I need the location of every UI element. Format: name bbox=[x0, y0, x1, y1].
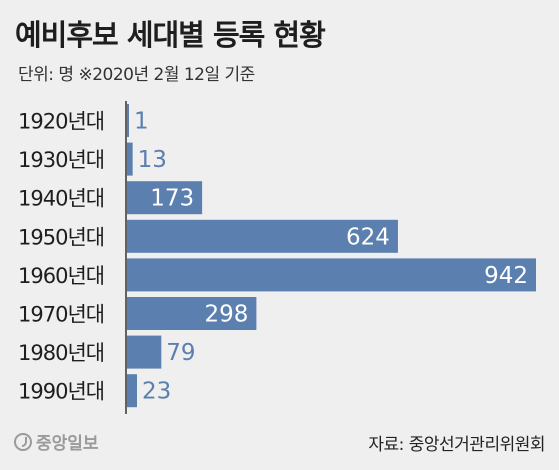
category-label: 1960년대 bbox=[18, 264, 104, 288]
chart-title: 예비후보 세대별 등록 현황 bbox=[15, 18, 326, 52]
logo-icon bbox=[14, 432, 32, 451]
value-label: 624 bbox=[346, 224, 390, 250]
source-note: 자료: 중앙선거관리위원회 bbox=[368, 435, 545, 455]
bar bbox=[127, 297, 257, 330]
bar bbox=[127, 374, 137, 408]
category-label: 1970년대 bbox=[18, 303, 104, 327]
logo-text: 중앙일보 bbox=[36, 434, 99, 454]
category-label: 1920년대 bbox=[18, 110, 104, 134]
value-label: 173 bbox=[150, 186, 194, 212]
bar bbox=[127, 104, 129, 137]
value-label: 942 bbox=[484, 263, 528, 289]
category-label: 1980년대 bbox=[18, 341, 104, 365]
value-label: 1 bbox=[134, 109, 149, 135]
chart-subtitle: 단위: 명 ※2020년 2월 12일 기준 bbox=[18, 65, 255, 85]
bar bbox=[127, 335, 162, 369]
bar bbox=[127, 181, 203, 215]
category-label: 1930년대 bbox=[18, 148, 104, 172]
bar bbox=[127, 258, 536, 292]
category-label: 1990년대 bbox=[18, 380, 104, 404]
publisher-logo: 중앙일보 bbox=[14, 429, 99, 454]
category-label: 1950년대 bbox=[18, 225, 104, 249]
value-label: 79 bbox=[166, 340, 195, 366]
bar bbox=[127, 219, 398, 253]
value-label: 23 bbox=[142, 379, 171, 405]
value-label: 13 bbox=[138, 147, 167, 173]
value-label: 298 bbox=[204, 302, 248, 328]
bar bbox=[127, 142, 133, 176]
category-label: 1940년대 bbox=[18, 187, 104, 211]
